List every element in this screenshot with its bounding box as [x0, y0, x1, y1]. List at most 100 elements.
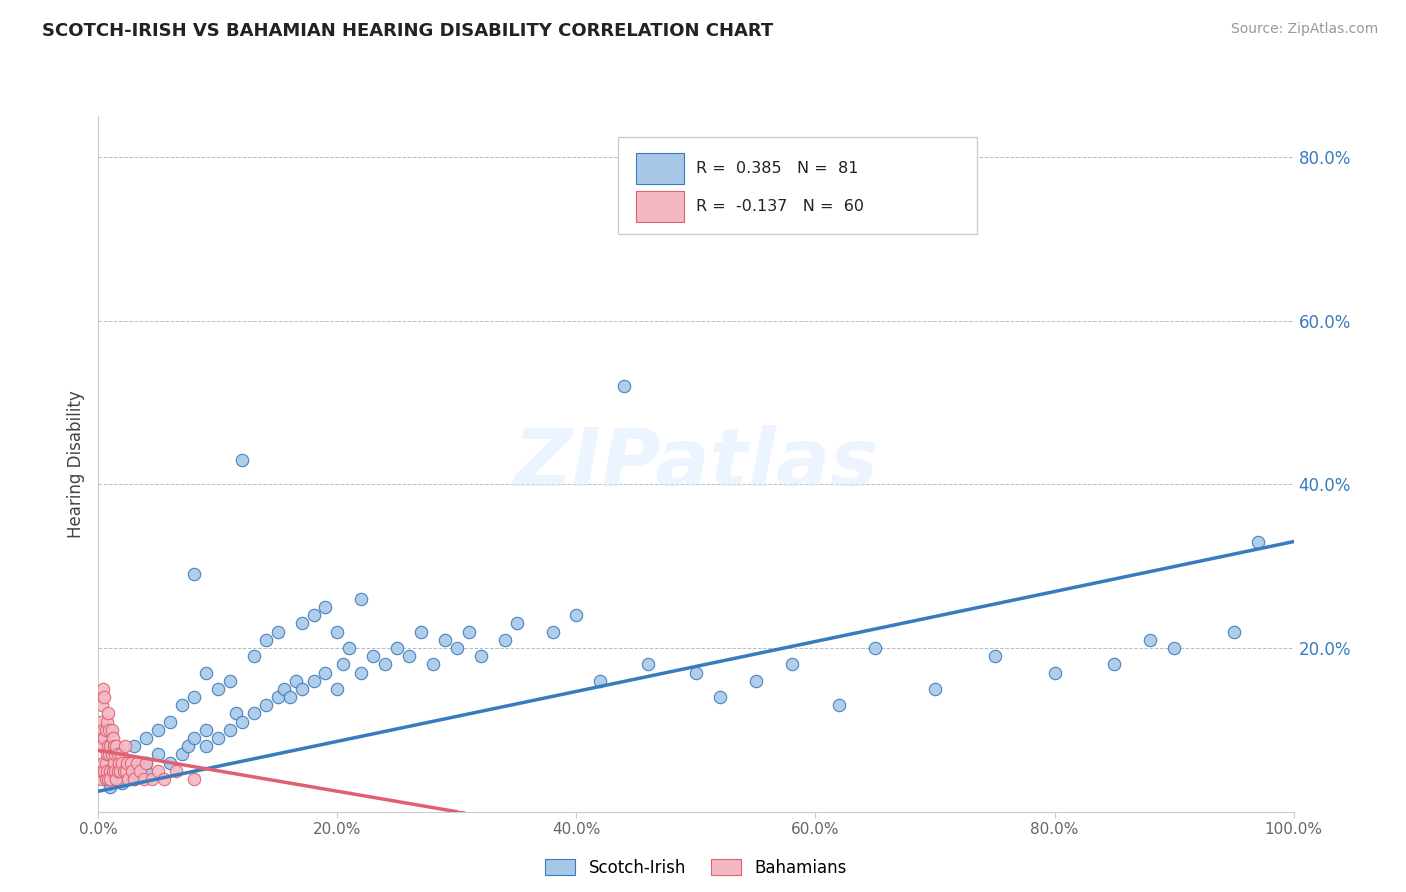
Point [207, 731, 229, 745]
Point [172, 747, 194, 762]
Text: SCOTCH-IRISH VS BAHAMIAN HEARING DISABILITY CORRELATION CHART: SCOTCH-IRISH VS BAHAMIAN HEARING DISABIL… [42, 22, 773, 40]
Point [470, 649, 492, 664]
Point [111, 776, 134, 790]
Point [121, 764, 143, 778]
Point [148, 764, 170, 778]
Point [1246, 534, 1268, 549]
Point [1139, 632, 1161, 647]
Point [1222, 624, 1246, 639]
Point [98, 747, 121, 762]
Point [780, 657, 803, 672]
Point [91, 739, 114, 754]
Point [125, 756, 148, 770]
Point [1043, 665, 1066, 680]
Point [101, 764, 124, 778]
Point [315, 665, 337, 680]
Point [243, 649, 266, 664]
Legend: Scotch-Irish, Bahamians: Scotch-Irish, Bahamians [538, 852, 853, 883]
Point [98, 739, 122, 754]
Point [350, 665, 373, 680]
Point [219, 723, 242, 737]
Point [385, 640, 409, 655]
Point [219, 673, 242, 688]
Point [291, 616, 314, 631]
Point [194, 665, 218, 680]
Point [98, 723, 121, 737]
Point [89, 731, 111, 745]
Point [398, 649, 420, 664]
Point [101, 731, 124, 745]
Point [446, 640, 468, 655]
Point [183, 772, 205, 786]
Point [194, 723, 218, 737]
Point [339, 640, 360, 655]
Point [1163, 640, 1185, 655]
Point [135, 756, 157, 770]
Point [94, 756, 117, 770]
Point [108, 764, 131, 778]
Point [124, 772, 146, 786]
Point [105, 772, 128, 786]
Y-axis label: Hearing Disability: Hearing Disability [67, 390, 86, 538]
Point [243, 706, 266, 721]
Point [105, 739, 128, 754]
Point [96, 714, 118, 729]
Point [114, 739, 136, 754]
Point [110, 747, 132, 762]
Point [107, 764, 129, 778]
Point [411, 624, 433, 639]
Point [254, 632, 277, 647]
Point [422, 657, 444, 672]
Point [104, 764, 127, 778]
Point [267, 624, 290, 639]
Point [103, 756, 125, 770]
Point [93, 764, 115, 778]
Point [172, 698, 194, 713]
Point [267, 690, 290, 705]
Point [117, 772, 139, 786]
Point [135, 731, 157, 745]
Point [111, 756, 134, 770]
Text: R =  -0.137   N =  60: R = -0.137 N = 60 [696, 199, 863, 214]
Point [159, 756, 181, 770]
Point [148, 723, 170, 737]
Point [302, 673, 325, 688]
Point [374, 657, 396, 672]
Point [115, 756, 138, 770]
Point [315, 600, 337, 615]
Point [326, 681, 349, 696]
Point [90, 714, 112, 729]
Point [91, 756, 114, 770]
Point [91, 698, 114, 713]
Point [93, 690, 115, 705]
Point [254, 698, 277, 713]
Point [129, 764, 152, 778]
Point [183, 567, 205, 582]
Point [159, 714, 181, 729]
Point [107, 747, 129, 762]
Point [100, 723, 122, 737]
Point [135, 756, 157, 770]
Point [141, 772, 163, 786]
Point [194, 739, 218, 754]
Point [863, 640, 887, 655]
Point [637, 657, 659, 672]
Point [96, 747, 118, 762]
Point [97, 706, 120, 721]
Point [183, 731, 205, 745]
Point [112, 764, 135, 778]
Point [589, 673, 612, 688]
Point [332, 657, 354, 672]
Text: Source: ZipAtlas.com: Source: ZipAtlas.com [1230, 22, 1378, 37]
Point [97, 739, 120, 754]
Point [231, 714, 253, 729]
Point [494, 632, 516, 647]
Point [148, 747, 170, 762]
Point [93, 731, 115, 745]
Text: R =  0.385   N =  81: R = 0.385 N = 81 [696, 161, 859, 176]
Point [291, 681, 314, 696]
Point [433, 632, 456, 647]
Point [120, 756, 142, 770]
Text: ZIPatlas: ZIPatlas [513, 425, 879, 503]
Point [363, 649, 385, 664]
